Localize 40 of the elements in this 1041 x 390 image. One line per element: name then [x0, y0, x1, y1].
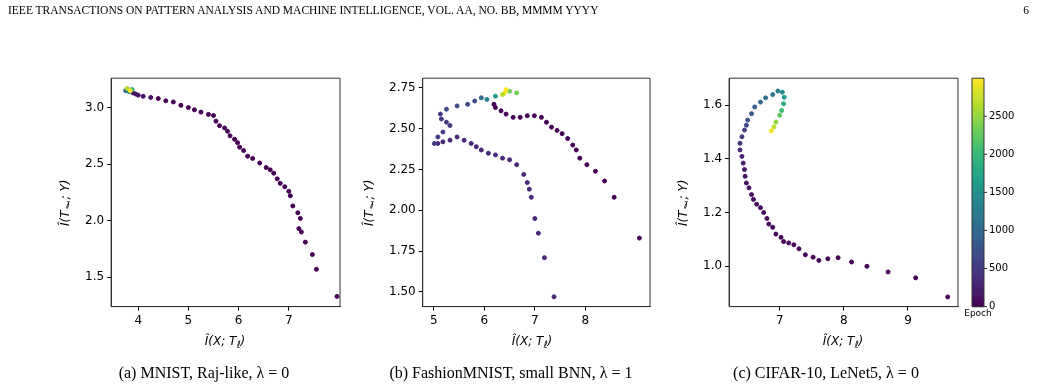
- x-axis-title: Î(X; T$_{ℓ}$): [821, 334, 865, 351]
- x-tick-label: 7: [284, 312, 293, 327]
- y-tick-label: 1.4: [702, 150, 723, 165]
- x-tick-label: 7: [531, 312, 539, 327]
- y-tick-label: 2.25: [389, 161, 416, 176]
- y-tick-label: 2.5: [84, 156, 105, 171]
- text: 6: [1023, 4, 1029, 16]
- y-tick-label: 1.6: [702, 97, 723, 112]
- x-tick-label: 5: [184, 312, 193, 327]
- y-tick-label: 2.75: [389, 80, 416, 95]
- x-tick-label: 6: [480, 312, 489, 327]
- x-axis-title: Î(X; T$_{ℓ}$): [203, 334, 247, 351]
- text: (b) FashionMNIST, small BNN, λ = 1: [388, 364, 634, 382]
- x-tick-label: 8: [840, 312, 848, 327]
- color-bar-label: 2000: [989, 147, 1015, 159]
- color-bar-label: 1500: [989, 185, 1015, 197]
- x-tick-label: 9: [904, 312, 912, 327]
- text: (c) CIFAR-10, LeNet5, λ = 0: [732, 364, 920, 382]
- x-tick-label: 7: [775, 312, 784, 327]
- y-tick-label: 2.0: [84, 212, 105, 227]
- y-tick-label: 2.00: [389, 202, 416, 217]
- y-tick-label: 1.50: [389, 284, 416, 299]
- y-tick-label: 2.50: [389, 120, 416, 135]
- text: (a) MNIST, Raj-like, λ = 0: [117, 364, 291, 382]
- y-tick-label: 1.75: [389, 243, 416, 258]
- color-bar-label: 500: [989, 262, 1009, 274]
- y-tick-label: 3.0: [84, 99, 105, 114]
- x-axis-title: Î(X; T$_{ℓ}$): [510, 334, 554, 351]
- y-tick-label: 1.5: [84, 269, 105, 284]
- y-tick-label: 1.2: [702, 204, 723, 219]
- y-tick-label: 1.0: [702, 258, 723, 273]
- color-bar-label: 0: [989, 300, 996, 312]
- color-bar-label: 2500: [989, 109, 1015, 121]
- text: IEEE TRANSACTIONS ON PATTERN ANALYSIS AND MACHINE INTELLIGENCE, VOL. AA, NO. BB, MMMM YYYY: [8, 4, 599, 16]
- color-bar-label: 1000: [989, 224, 1015, 236]
- color-bar-title: Epoch: [964, 308, 992, 319]
- x-tick-label: 4: [134, 312, 143, 327]
- x-tick-label: 6: [234, 312, 243, 327]
- x-tick-label: 5: [430, 312, 438, 327]
- x-tick-label: 8: [581, 312, 590, 327]
